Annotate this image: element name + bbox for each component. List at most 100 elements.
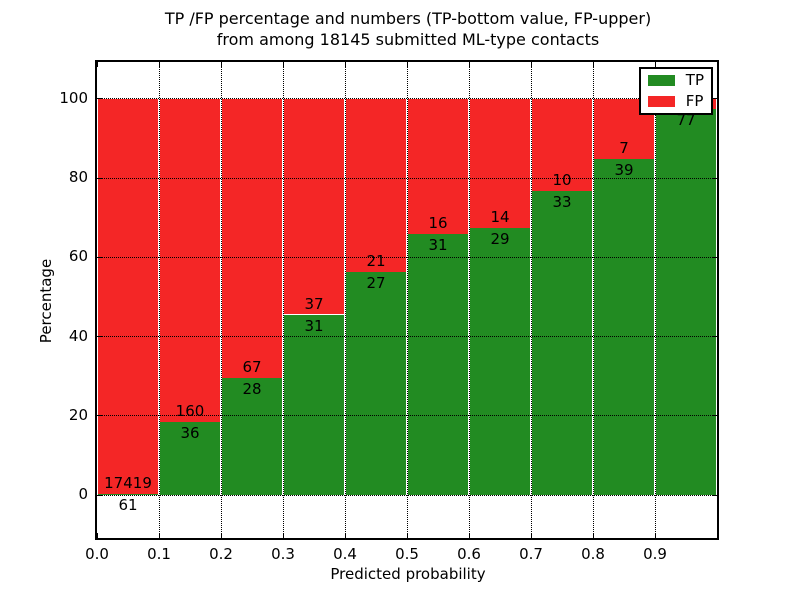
x-tick-mark [96,62,98,67]
bar-fp [98,98,158,494]
bar-tp [222,378,282,496]
x-tick-mark [530,533,532,538]
y-tick-label: 20 [68,405,88,424]
x-tick-mark [716,533,718,538]
x-tick-label: 0.8 [581,545,605,563]
gridline-vertical [344,62,346,538]
gridline-vertical [158,62,160,538]
bar-fp [346,98,406,273]
annotation-tp-count: 31 [428,235,448,254]
annotation-tp-count: 36 [180,424,200,443]
annotation-tp-count: 39 [614,161,634,180]
legend-patch-fp [647,96,675,107]
x-tick-label: 0.5 [395,545,419,563]
y-tick-mark [97,415,102,417]
y-tick-label: 60 [68,247,88,266]
x-tick-mark [282,533,284,538]
y-tick-mark [712,98,717,100]
x-tick-mark [282,62,284,67]
gridline-horizontal [97,494,717,496]
x-tick-mark [654,533,656,538]
bar-fp [470,98,530,228]
x-tick-label: 0.2 [209,545,233,563]
bar-tp [532,191,592,496]
y-tick-label: 0 [78,485,88,504]
bar-tp [470,227,530,496]
x-tick-mark [220,533,222,538]
bar-fp [222,98,282,379]
annotation-fp-count: 37 [304,294,324,313]
y-tick-mark [712,415,717,417]
bar-tp [160,422,220,496]
chart-title-line1: TP /FP percentage and numbers (TP-bottom… [164,9,652,28]
bar-tp [594,159,654,496]
y-tick-mark [97,256,102,258]
annotation-tp-count: 61 [118,495,138,514]
chart-title: TP /FP percentage and numbers (TP-bottom… [97,8,719,50]
annotation-tp-count: 27 [366,274,386,293]
y-tick-mark [97,494,102,496]
gridline-vertical [654,62,656,538]
y-tick-mark [712,336,717,338]
x-tick-mark [344,62,346,67]
plot-area: TP FP 17419 61 160 36 67 28 37 31 21 27 16 31 14 29 10 3… [95,60,719,540]
gridline-vertical [282,62,284,538]
x-tick-label: 0.6 [457,545,481,563]
gridline-vertical [406,62,408,538]
x-tick-mark [406,533,408,538]
x-tick-mark [592,533,594,538]
annotation-fp-count: 67 [242,358,262,377]
bar-tp [656,108,716,496]
gridline-horizontal [97,256,717,258]
annotation-fp-count: 14 [490,207,510,226]
x-tick-mark [468,533,470,538]
annotation-tp-count: 29 [490,229,510,248]
gridline-vertical [220,62,222,538]
x-tick-mark [96,533,98,538]
x-tick-label: 0.0 [85,545,109,563]
bar-tp [98,493,158,496]
x-tick-mark [592,62,594,67]
legend: TP FP [638,67,713,115]
annotation-tp-count: 28 [242,380,262,399]
gridline-vertical [468,62,470,538]
y-tick-mark [97,177,102,179]
legend-item-tp: TP [647,71,704,89]
bar-fp [408,98,468,234]
annotation-fp-count: 16 [428,213,448,232]
y-tick-mark [712,256,717,258]
y-tick-mark [97,336,102,338]
bar-tp [408,233,468,496]
legend-patch-tp [647,75,675,86]
y-tick-mark [712,177,717,179]
x-tick-mark [468,62,470,67]
gridline-horizontal [97,336,717,338]
y-tick-mark [97,98,102,100]
x-tick-label: 0.7 [519,545,543,563]
annotation-fp-count: 160 [175,402,205,421]
bar-fp [532,98,592,192]
x-tick-mark [158,62,160,67]
chart-title-line2: from among 18145 submitted ML-type conta… [216,30,600,49]
x-tick-mark [530,62,532,67]
x-tick-mark [344,533,346,538]
gridline-vertical [530,62,532,538]
legend-label: FP [685,92,704,110]
gridline-horizontal [97,415,717,417]
y-tick-label: 40 [68,326,88,345]
x-tick-mark [716,62,718,67]
x-axis-label: Predicted probability [330,565,486,583]
x-tick-mark [220,62,222,67]
annotation-fp-count: 10 [552,171,572,190]
x-tick-label: 0.4 [333,545,357,563]
annotation-tp-count: 33 [552,193,572,212]
gridline-horizontal [97,177,717,179]
legend-label: TP [685,71,704,89]
x-tick-label: 0.9 [643,545,667,563]
annotation-fp-count: 17419 [104,473,152,492]
bar-fp [284,98,344,315]
bar-tp [346,272,406,496]
y-tick-mark [712,494,717,496]
y-tick-label: 80 [68,168,88,187]
